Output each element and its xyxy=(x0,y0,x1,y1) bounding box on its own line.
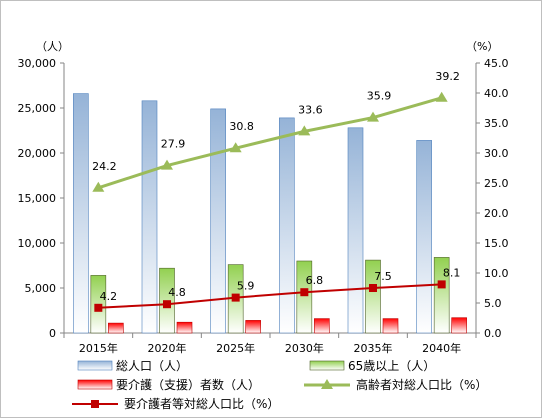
right-tick-label: 45.0 xyxy=(484,57,509,70)
bar xyxy=(210,108,226,334)
triangle-point xyxy=(92,181,105,192)
left-tick-label: 15,000 xyxy=(18,192,57,205)
data-label: 4.2 xyxy=(100,290,118,303)
bar xyxy=(245,320,261,334)
legend-label: 65歳以上（人） xyxy=(348,359,435,373)
right-tick-label: 40.0 xyxy=(484,87,509,100)
legend-label: 要介護（支援）者数（人） xyxy=(116,377,260,392)
right-tick-label: 25.0 xyxy=(484,177,509,190)
left-tick-label: 20,000 xyxy=(18,147,57,160)
line-group: 24.2 27.9 30.8 33.6 35.9 39.2 4.2 4.8 5.9 6.8 7.5 8… xyxy=(92,70,460,312)
data-label: 35.9 xyxy=(367,90,392,103)
data-label: 33.6 xyxy=(298,103,323,116)
legend-label: 高齢者対総人口比（%） xyxy=(356,377,487,392)
triangle-point xyxy=(435,91,448,102)
left-tick-label: 10,000 xyxy=(18,237,57,250)
bar xyxy=(296,260,313,334)
legend-swatch xyxy=(309,360,345,371)
right-tick-label: 15.0 xyxy=(484,237,509,250)
legend-swatch xyxy=(77,360,113,371)
x-tick-label: 2035年 xyxy=(354,341,393,355)
bar xyxy=(433,257,450,334)
left-tick-label: 5,000 xyxy=(25,282,57,295)
bar xyxy=(73,93,89,334)
bar xyxy=(451,317,467,334)
x-tick-label: 2040年 xyxy=(422,341,461,355)
right-tick-label: 5.0 xyxy=(484,297,502,310)
square-point xyxy=(369,284,377,292)
square-point xyxy=(231,293,240,302)
square-point xyxy=(94,303,103,312)
bar xyxy=(382,318,399,334)
bar xyxy=(279,117,295,334)
square-point xyxy=(300,288,309,297)
legend-marker xyxy=(321,379,333,389)
bar xyxy=(365,259,381,334)
legend-label: 要介護者等対総人口比（%） xyxy=(124,396,279,411)
series-line xyxy=(98,283,442,309)
right-tick-label: 30.0 xyxy=(484,147,509,160)
x-tick-label: 2030年 xyxy=(285,341,324,355)
bar-group xyxy=(73,93,467,334)
data-label: 27.9 xyxy=(161,138,186,151)
bar xyxy=(347,127,364,334)
left-tick-label: 25,000 xyxy=(18,102,57,115)
data-label: 8.1 xyxy=(443,266,461,279)
series-line xyxy=(97,96,443,190)
right-axis-unit-label: （%） xyxy=(466,40,498,53)
legend-label: 総人口（人） xyxy=(116,359,188,373)
right-tick-label: 10.0 xyxy=(484,267,509,280)
triangle-point xyxy=(298,125,311,136)
x-tick-label: 2015年 xyxy=(79,341,118,355)
axes: 0 5,000 10,000 15,000 20,000 25,000 30,000 0.0 5… xyxy=(18,57,509,355)
data-label: 24.2 xyxy=(92,160,117,173)
right-tick-label: 0.0 xyxy=(484,327,502,340)
data-label: 7.5 xyxy=(374,270,392,283)
bar xyxy=(176,321,193,334)
data-label: 6.8 xyxy=(306,274,324,287)
triangle-point xyxy=(367,111,379,122)
left-tick-label: 30,000 xyxy=(18,57,57,70)
bar xyxy=(314,318,330,334)
bar xyxy=(141,100,158,334)
triangle-point xyxy=(161,159,173,170)
data-label: 39.2 xyxy=(435,70,460,83)
legend-marker xyxy=(91,400,99,408)
legend-swatch xyxy=(77,379,113,390)
x-tick-label: 2020年 xyxy=(148,341,187,355)
data-label: 4.8 xyxy=(168,286,186,299)
left-tick-label: 0 xyxy=(49,327,56,340)
triangle-point xyxy=(229,142,242,153)
legend: 総人口（人） 65歳以上（人） 要介護（支援）者数（人） 高齢者対総人口比（%） 要介護… xyxy=(72,359,487,411)
x-tick-label: 2025年 xyxy=(216,341,255,355)
left-axis-unit-label: （人） xyxy=(36,40,69,53)
square-point xyxy=(163,300,171,309)
bar xyxy=(108,322,124,334)
data-label: 5.9 xyxy=(237,280,255,293)
right-tick-label: 20.0 xyxy=(484,207,509,220)
bar xyxy=(416,140,432,334)
right-tick-label: 35.0 xyxy=(484,117,509,130)
data-label: 30.8 xyxy=(229,120,254,133)
square-point xyxy=(437,280,446,289)
